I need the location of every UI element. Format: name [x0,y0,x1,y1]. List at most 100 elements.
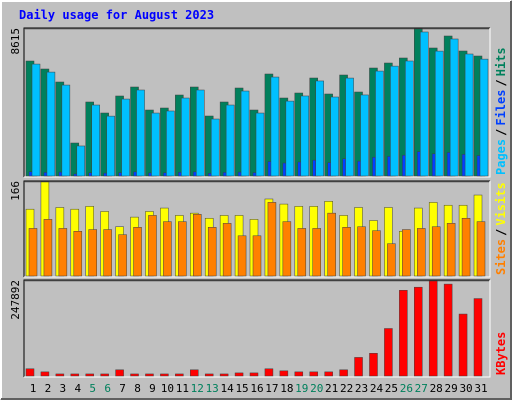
bar [282,221,292,277]
bar [399,290,408,377]
bar [207,227,217,277]
bar [88,229,97,277]
bar [405,60,414,177]
plot-bevel-light [24,280,491,378]
bar [312,228,321,277]
bar [115,369,124,377]
bar [431,226,441,277]
bar [210,118,220,177]
legend-separator: / [494,129,508,136]
bar [372,230,381,277]
bar [196,89,205,177]
bar [70,373,80,377]
bar [85,373,94,377]
bar [360,94,369,177]
x-tick-label: 27 [415,382,428,395]
x-tick-label: 7 [119,382,126,395]
plot-bevel-dark [23,27,490,177]
legend-separator: / [494,79,508,86]
bar [357,226,366,277]
bar [166,110,175,177]
bar [148,215,157,277]
x-tick-label: 16 [250,382,263,395]
bar [252,235,262,277]
legend-entry: Visits [494,182,508,225]
bar [420,31,429,177]
bar [285,100,295,177]
bar [327,212,336,277]
legend-entry: Hits [494,47,508,76]
bar [55,373,65,377]
bar [73,231,83,277]
bar [121,98,130,177]
x-tick-label: 17 [265,382,278,395]
bar [46,71,56,177]
bar [387,243,396,277]
bar [414,286,423,377]
x-tick-label: 4 [74,382,81,395]
bar [461,217,471,277]
x-tick-label: 26 [400,382,413,395]
plot-bevel-dark [23,279,490,377]
plot-area [24,280,490,377]
plot-bevel-dark [23,180,490,277]
legend-entry: KBytes [494,332,508,375]
x-tick-label: 24 [370,382,384,395]
bar [264,368,274,377]
y-tick-label: 8615 [9,28,22,55]
bar [58,228,68,277]
x-tick-label: 29 [445,382,458,395]
bar [279,370,289,377]
bar [160,373,169,377]
x-tick-label: 6 [104,382,111,395]
bar [100,373,109,377]
x-tick-label: 11 [176,382,189,395]
bar [464,53,474,177]
x-tick-label: 13 [206,382,219,395]
legend: Sites / Visits [494,182,508,275]
bar [103,229,112,277]
bar [181,97,190,177]
bar [40,371,50,377]
bar [130,373,139,377]
bar [297,228,307,277]
x-tick-label: 2 [45,382,52,395]
bar [163,221,172,277]
legend-entry: Pages [494,139,508,175]
bar [375,70,384,177]
bar [354,357,363,377]
bar [342,227,351,277]
bar [193,214,202,277]
bar [225,104,235,177]
bar [476,221,486,277]
bar [294,371,304,377]
x-tick-label: 12 [191,382,204,395]
x-tick-label: 28 [430,382,443,395]
bar [133,227,142,277]
legend: Pages / Files / Hits [494,47,508,175]
bar [106,115,115,177]
bar [434,50,444,177]
bar [417,228,426,277]
bar [458,313,468,377]
bar [255,112,265,177]
bar [190,369,199,377]
bar [28,228,38,277]
bar [31,63,41,177]
bar [240,90,250,177]
bar [76,145,86,177]
bar [384,328,393,377]
x-tick-label: 15 [235,382,248,395]
bar [118,234,127,277]
bar [219,373,229,377]
x-tick-label: 22 [340,382,353,395]
bar [449,38,459,177]
bar [473,298,483,377]
bar [222,223,232,277]
x-tick-label: 18 [280,382,293,395]
bar [390,65,399,177]
bar [324,371,333,377]
bar [330,96,339,177]
